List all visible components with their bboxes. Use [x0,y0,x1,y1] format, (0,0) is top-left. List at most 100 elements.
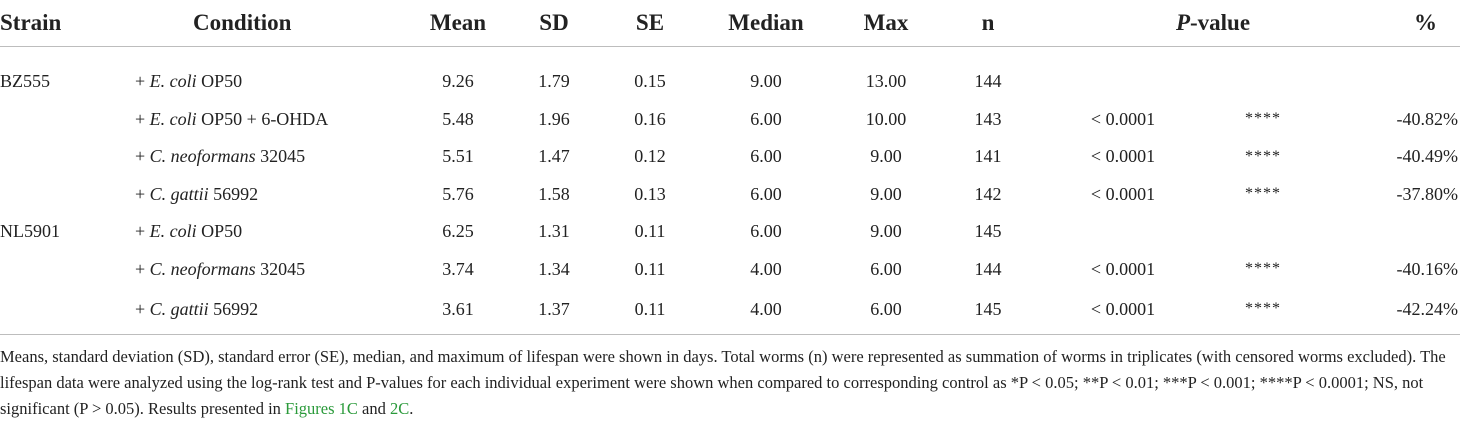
cell-strain [0,288,105,335]
cell-se: 0.11 [602,288,698,335]
cell-se: 0.11 [634,221,666,242]
cell-median: 6.00 [750,108,782,129]
cell-n: 142 [974,183,1002,204]
header-p-rest: -value [1190,10,1251,35]
figure-link-1c[interactable]: Figures 1C [285,399,358,418]
condition-prefix: + [135,108,150,129]
cell-condition: + C. gattii 56992 [105,176,410,214]
cell-se: 0.12 [634,146,666,167]
table-row: + C. gattii 56992 3.61 1.37 0.11 4.00 6.00 145… [0,288,1460,335]
condition-suffix: 32045 [255,258,306,279]
table-row: + C. gattii 56992 5.76 1.58 0.13 6.00 9.00 142… [0,176,1460,214]
header-p-italic: P [1175,10,1190,35]
cell-percent-change: -42.24% [1318,288,1460,335]
condition-prefix: + [135,221,150,242]
cell-n: 145 [974,221,1002,242]
cell-significance: **** [1208,288,1318,335]
cell-significance [1208,213,1318,251]
cell-percent-change: -40.49% [1396,146,1459,167]
condition-suffix: 32045 [255,146,306,167]
cell-p-value: < 0.0001 [1090,183,1156,204]
cell-p-value: < 0.0001 [1090,108,1156,129]
cell-strain [0,251,105,289]
footnote-middle: and [357,399,390,418]
cell-percent-change: -37.80% [1396,183,1459,204]
cell-significance: **** [1245,147,1281,165]
cell-max: 6.00 [834,288,938,335]
cell-sd: 1.37 [506,288,602,335]
cell-sd: 1.47 [538,146,570,167]
cell-mean: 5.76 [442,183,474,204]
cell-strain: BZ555 [0,71,51,92]
cell-condition: + E. coli OP50 [105,47,410,101]
cell-significance [1208,47,1318,101]
cell-median: 6.00 [750,221,782,242]
footnote-text: Means, standard deviation (SD), standard… [0,347,1446,418]
cell-mean: 3.61 [410,288,506,335]
cell-max: 9.00 [870,183,902,204]
cell-sd: 1.79 [538,71,570,92]
cell-percent-change [1318,47,1460,101]
cell-median: 6.00 [750,183,782,204]
cell-max: 10.00 [865,108,907,129]
cell-percent-change: -40.16% [1396,258,1459,279]
condition-suffix: OP50 [196,221,243,242]
cell-sd: 1.31 [538,221,570,242]
condition-prefix: + [135,71,150,92]
cell-n: 144 [974,258,1002,279]
cell-median: 9.00 [750,71,782,92]
condition-prefix: + [135,258,150,279]
cell-sd: 1.96 [538,108,570,129]
header-mean: Mean [410,0,506,47]
footnote-end: . [409,399,414,418]
table-row: + C. neoformans 32045 5.51 1.47 0.12 6.00 9.0… [0,138,1460,176]
cell-n: 144 [974,71,1002,92]
condition-suffix: 56992 [208,183,259,204]
cell-condition: + E. coli OP50 + 6-OHDA [105,101,410,139]
cell-strain [0,176,105,214]
cell-max: 13.00 [865,71,907,92]
organism-name: E. coli [149,221,197,242]
header-max: Max [834,0,938,47]
header-se: SE [602,0,698,47]
cell-max: 6.00 [870,258,902,279]
condition-prefix: + [135,146,150,167]
cell-strain [0,138,105,176]
table-row: + E. coli OP50 + 6-OHDA 5.48 1.96 0.16 6.00 1… [0,101,1460,139]
lifespan-table: Strain Condition Mean SD SE Median Max n… [0,0,1460,335]
cell-n: 141 [974,146,1002,167]
cell-condition: + C. neoformans 32045 [105,138,410,176]
header-n: n [938,0,1038,47]
cell-mean: 5.51 [442,146,474,167]
figure-link-2c[interactable]: 2C [390,399,410,418]
cell-median: 6.00 [750,146,782,167]
cell-percent-change [1318,213,1460,251]
cell-percent-change: -40.82% [1396,108,1459,129]
condition-prefix: + [135,298,150,319]
cell-significance: **** [1245,110,1281,128]
cell-strain: NL5901 [0,221,60,242]
table-body: BZ555 + E. coli OP50 9.26 1.79 0.15 9.00 13.00… [0,47,1460,335]
cell-se: 0.16 [634,108,666,129]
cell-mean: 6.25 [442,221,474,242]
cell-significance: **** [1245,185,1281,203]
cell-mean: 5.48 [442,108,474,129]
organism-name: E. coli [149,71,197,92]
cell-p-value: < 0.0001 [1090,146,1156,167]
cell-sd: 1.34 [538,258,570,279]
organism-name: C. gattii [149,298,209,319]
cell-se: 0.13 [634,183,666,204]
cell-median: 4.00 [750,258,782,279]
table-footnote: Means, standard deviation (SD), standard… [0,344,1460,422]
organism-name: E. coli [149,108,197,129]
condition-suffix: 56992 [208,298,259,319]
lifespan-table-container: Strain Condition Mean SD SE Median Max n… [0,0,1460,335]
cell-condition: + C. neoformans 32045 [105,251,410,289]
cell-strain [0,101,105,139]
cell-n: 145 [938,288,1038,335]
organism-name: C. neoformans [149,146,256,167]
table-row: NL5901 + E. coli OP50 6.25 1.31 0.11 6.00 9.00… [0,213,1460,251]
condition-suffix: OP50 + 6-OHDA [196,108,329,129]
cell-condition: + C. gattii 56992 [105,288,410,335]
header-percent: % [1318,0,1460,47]
